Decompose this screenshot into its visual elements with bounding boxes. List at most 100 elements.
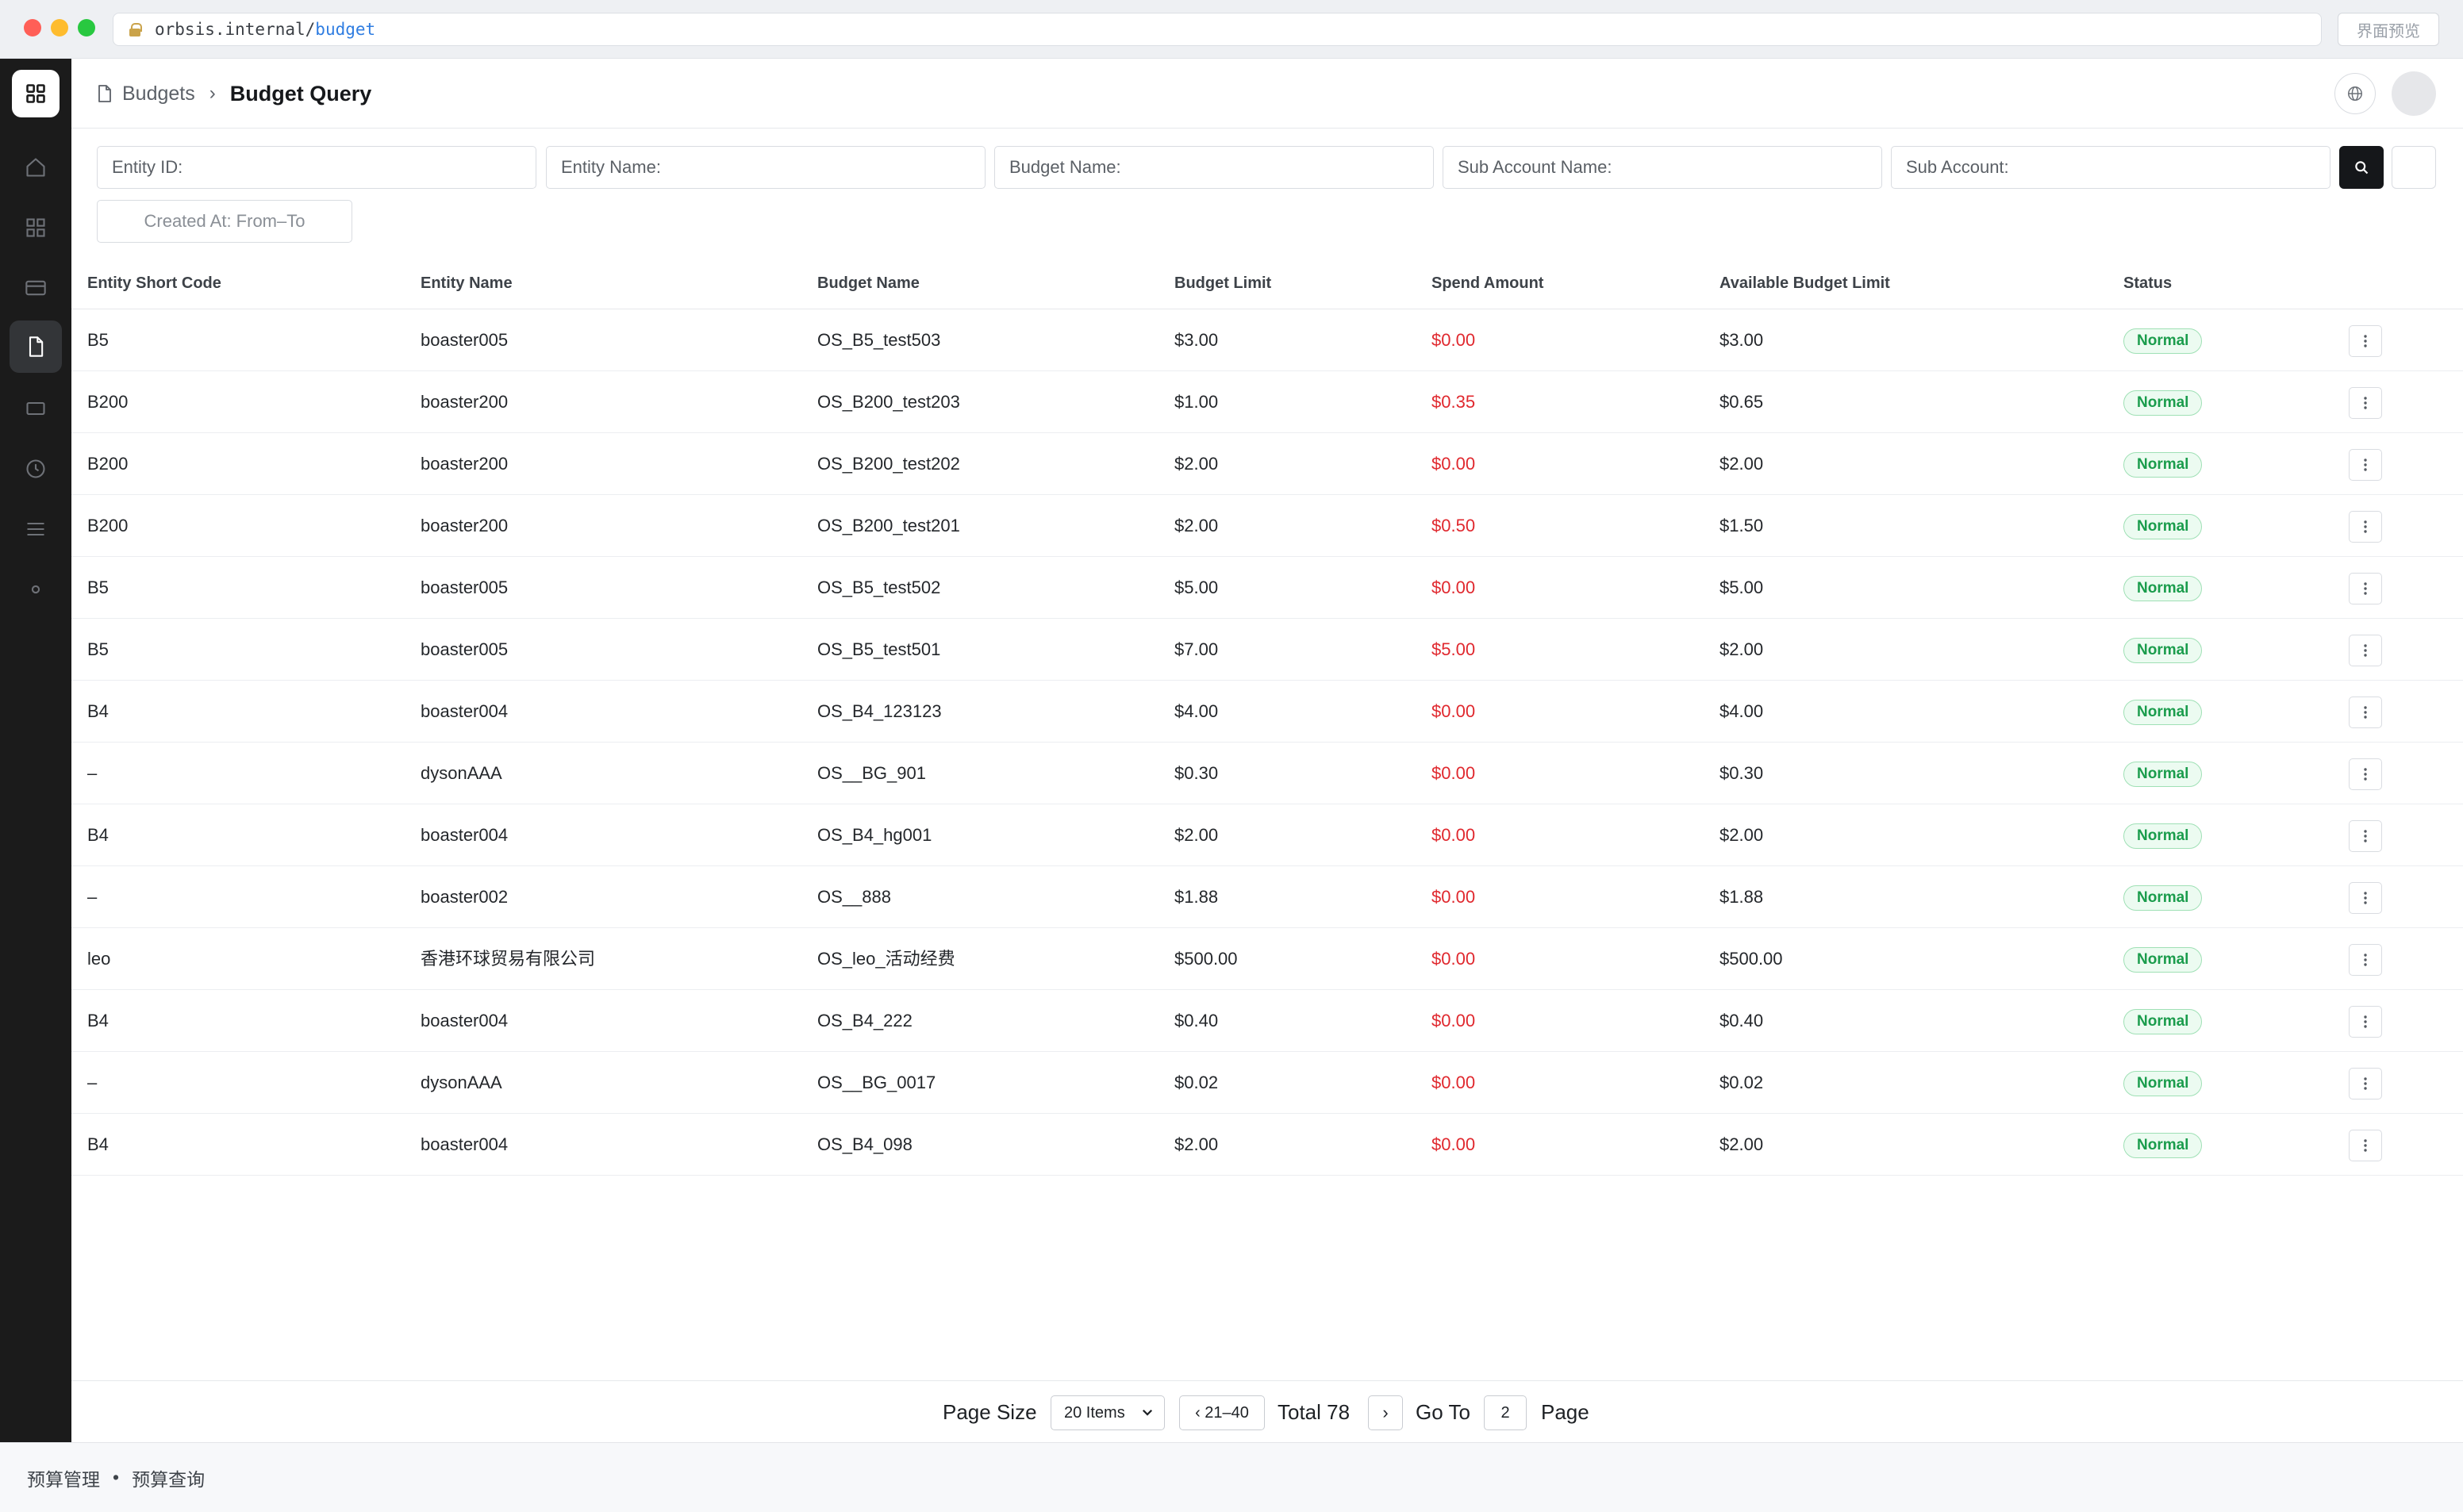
tablet-icon xyxy=(26,401,45,416)
cell-status: Normal xyxy=(2123,743,2203,804)
cell-budget-name: OS_B200_test203 xyxy=(817,392,960,412)
search-button[interactable] xyxy=(2339,146,2384,189)
sub-account-name-input[interactable] xyxy=(1458,147,1881,188)
previous-page-button[interactable]: ‹ 21–40 xyxy=(1179,1395,1265,1430)
cell-budget-limit: $2.00 xyxy=(1174,516,1219,535)
table-row[interactable]: B5 boaster005 OS_B5_test501 $7.00 $5.00 $2.00… xyxy=(71,619,2463,681)
table-row[interactable]: – dysonAAA OS__BG_0017 $0.02 $0.00 $0.02 Norma… xyxy=(71,1052,2463,1114)
table-row[interactable]: B4 boaster004 OS_B4_098 $2.00 $0.00 $2.00 Norm… xyxy=(71,1114,2463,1176)
status-badge: Normal xyxy=(2123,514,2203,540)
cell-status: Normal xyxy=(2123,990,2203,1052)
row-actions-button[interactable] xyxy=(2349,449,2382,481)
preview-button[interactable]: 界面预览 xyxy=(2338,13,2439,46)
language-button[interactable] xyxy=(2334,73,2376,114)
status-badge: Normal xyxy=(2123,390,2203,416)
sidebar-item-list[interactable] xyxy=(10,503,62,555)
table-row[interactable]: B5 boaster005 OS_B5_test503 $3.00 $0.00 $3.00… xyxy=(71,309,2463,371)
sidebar-item-more[interactable] xyxy=(10,563,62,616)
entity-id-field[interactable] xyxy=(97,146,536,189)
table-row[interactable]: B200 boaster200 OS_B200_test201 $2.00 $0.50 $… xyxy=(71,495,2463,557)
column-header-status[interactable]: Status xyxy=(2123,274,2173,292)
cell-entity-name: boaster004 xyxy=(421,1134,509,1154)
sidebar-item-dashboard[interactable] xyxy=(10,201,62,254)
table-row[interactable]: B5 boaster005 OS_B5_test502 $5.00 $0.00 $5.00… xyxy=(71,557,2463,619)
row-actions-button[interactable] xyxy=(2349,1068,2382,1099)
avatar[interactable] xyxy=(2392,71,2436,116)
status-badge: Normal xyxy=(2123,1133,2203,1159)
row-actions-button[interactable] xyxy=(2349,325,2382,357)
sidebar-item-home[interactable] xyxy=(10,141,62,194)
close-window-button[interactable] xyxy=(24,19,41,36)
cell-entity-short-code: – xyxy=(87,887,98,907)
goto-page-input[interactable]: 2 xyxy=(1484,1395,1527,1430)
cell-budget-limit: $500.00 xyxy=(1174,949,1238,969)
table-row[interactable]: – dysonAAA OS__BG_901 $0.30 $0.00 $0.30 Normal xyxy=(71,743,2463,804)
column-header-available-budget-limit[interactable]: Available Budget Limit xyxy=(1719,274,1890,292)
table-header: Entity Short Code Entity Name Budget Nam… xyxy=(71,257,2463,309)
page-size-select[interactable]: 20 Items xyxy=(1051,1395,1165,1430)
cell-entity-name: boaster002 xyxy=(421,887,509,907)
cell-entity-name: boaster200 xyxy=(421,454,509,474)
row-actions-button[interactable] xyxy=(2349,1130,2382,1161)
row-actions-button[interactable] xyxy=(2349,758,2382,790)
cell-status: Normal xyxy=(2123,557,2203,619)
created-at-range-picker[interactable]: Created At: From–To xyxy=(97,200,352,243)
more-vertical-icon xyxy=(2364,1139,2367,1152)
row-actions-button[interactable] xyxy=(2349,697,2382,728)
reset-button[interactable] xyxy=(2392,146,2436,189)
cell-budget-name: OS_B5_test503 xyxy=(817,330,941,350)
entity-name-input[interactable] xyxy=(561,147,985,188)
column-header-spend-amount[interactable]: Spend Amount xyxy=(1431,274,1544,292)
more-vertical-icon xyxy=(2364,830,2367,842)
row-actions-button[interactable] xyxy=(2349,573,2382,604)
next-page-button[interactable]: › xyxy=(1368,1395,1403,1430)
entity-name-field[interactable] xyxy=(546,146,986,189)
cell-budget-limit: $4.00 xyxy=(1174,701,1219,721)
document-icon xyxy=(29,336,44,357)
table-row[interactable]: – boaster002 OS__888 $1.88 $0.00 $1.88 Normal xyxy=(71,866,2463,928)
row-actions-button[interactable] xyxy=(2349,635,2382,666)
sidebar-item-accounts[interactable] xyxy=(10,382,62,435)
minimize-window-button[interactable] xyxy=(51,19,68,36)
maximize-window-button[interactable] xyxy=(78,19,95,36)
cell-entity-name: 香港环球贸易有限公司 xyxy=(421,949,596,969)
cell-budget-name: OS_B4_098 xyxy=(817,1134,913,1154)
column-header-entity-name[interactable]: Entity Name xyxy=(421,274,513,292)
row-actions-button[interactable] xyxy=(2349,820,2382,852)
column-header-budget-limit[interactable]: Budget Limit xyxy=(1174,274,1272,292)
table-row[interactable]: leo 香港环球贸易有限公司 OS_leo_活动经费 $500.00 $0.00 $500… xyxy=(71,928,2463,990)
row-actions-button[interactable] xyxy=(2349,1006,2382,1038)
budget-name-input[interactable] xyxy=(1009,147,1433,188)
cell-available-budget-limit: $4.00 xyxy=(1719,701,1764,721)
cell-spend-amount: $0.00 xyxy=(1431,578,1476,597)
sidebar-item-budgets[interactable] xyxy=(10,320,62,373)
column-header-budget-name[interactable]: Budget Name xyxy=(817,274,920,292)
cell-budget-name: OS_B5_test502 xyxy=(817,578,941,597)
breadcrumb-parent[interactable]: Budgets xyxy=(122,82,195,105)
cell-status: Normal xyxy=(2123,371,2203,433)
cell-entity-name: dysonAAA xyxy=(421,1073,502,1092)
cell-available-budget-limit: $0.30 xyxy=(1719,763,1764,783)
entity-id-input[interactable] xyxy=(112,147,536,188)
address-bar[interactable]: orbsis.internal/budget xyxy=(113,13,2322,46)
sub-account-input[interactable] xyxy=(1906,147,2330,188)
budget-name-field[interactable] xyxy=(994,146,1434,189)
sub-account-field[interactable] xyxy=(1891,146,2330,189)
row-actions-button[interactable] xyxy=(2349,511,2382,543)
sub-account-name-field[interactable] xyxy=(1443,146,1882,189)
table-row[interactable]: B4 boaster004 OS_B4_hg001 $2.00 $0.00 $2.00 No… xyxy=(71,804,2463,866)
table-row[interactable]: B200 boaster200 OS_B200_test203 $1.00 $0.35 $… xyxy=(71,371,2463,433)
sidebar-item-cards[interactable] xyxy=(10,262,62,314)
table-row[interactable]: B200 boaster200 OS_B200_test202 $2.00 $0.00 $… xyxy=(71,433,2463,495)
apps-icon xyxy=(26,84,45,103)
cell-budget-limit: $5.00 xyxy=(1174,578,1219,597)
row-actions-button[interactable] xyxy=(2349,944,2382,976)
row-actions-button[interactable] xyxy=(2349,387,2382,419)
table-row[interactable]: B4 boaster004 OS_B4_222 $0.40 $0.00 $0.40 Norm… xyxy=(71,990,2463,1052)
column-header-entity-short-code[interactable]: Entity Short Code xyxy=(87,274,221,292)
table-row[interactable]: B4 boaster004 OS_B4_123123 $4.00 $0.00 $4.00 N… xyxy=(71,681,2463,743)
sidebar-item-history[interactable] xyxy=(10,443,62,495)
row-actions-button[interactable] xyxy=(2349,882,2382,914)
cell-available-budget-limit: $2.00 xyxy=(1719,639,1764,659)
app-logo[interactable] xyxy=(12,70,60,117)
